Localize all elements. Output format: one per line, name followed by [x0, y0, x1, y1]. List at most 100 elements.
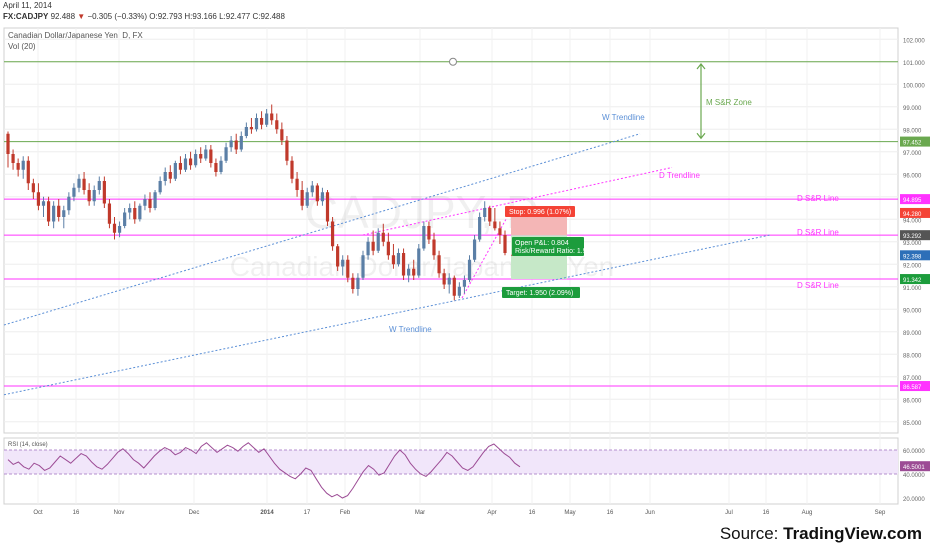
risk-reward-label: Risk/Reward Ratio: 1.96: [515, 248, 591, 255]
source-prefix: Source:: [719, 524, 784, 543]
rsi-tick-label: 40.0000: [903, 473, 925, 479]
candle-body: [21, 160, 25, 170]
target-box-label: Target: 1.950 (2.09%): [506, 290, 573, 297]
symbol-label: FX:CADJPY: [3, 12, 49, 21]
price-tick-label: 96.000: [903, 173, 922, 179]
candle-body: [229, 140, 233, 148]
candle-body: [224, 147, 228, 161]
candle-body: [153, 192, 157, 208]
candle-body: [163, 172, 167, 181]
candle-body: [16, 163, 20, 170]
rsi-current-label: 46.5001: [903, 465, 925, 471]
candle-body: [483, 208, 487, 217]
candle-body: [361, 255, 365, 278]
price-scale-badge: [900, 207, 930, 218]
time-tick-label: Oct: [33, 510, 43, 516]
source-brand: TradingView.com: [783, 524, 922, 543]
candle-body: [320, 192, 325, 202]
time-tick-label: Nov: [114, 510, 125, 516]
candle-body: [265, 113, 269, 125]
candle-body: [376, 232, 380, 251]
candle-body: [62, 210, 66, 217]
chart-annotation: M S&R Zone: [706, 98, 752, 107]
candle-body: [427, 226, 431, 240]
candle-body: [46, 201, 51, 222]
last-price: 92.488: [50, 12, 76, 21]
candle-body: [26, 160, 30, 184]
candle-body: [325, 192, 330, 222]
candle-body: [356, 277, 360, 289]
candle-body: [72, 187, 76, 197]
candle-body: [275, 120, 279, 130]
pnl-label: Open P&L: 0.804: [515, 240, 569, 247]
stop-zone: [511, 212, 567, 236]
candle-body: [407, 268, 411, 276]
candle-body: [234, 140, 238, 150]
time-tick-label: Aug: [802, 510, 813, 516]
target-box: [502, 287, 580, 298]
price-pane-frame: [3, 27, 899, 434]
time-tick-label: 16: [607, 510, 614, 516]
rsi-tick-label: 20.0000: [903, 497, 925, 503]
time-tick-label: 17: [304, 510, 311, 516]
rsi-current-badge: [900, 461, 930, 472]
candle-body: [386, 241, 390, 256]
candle-body: [493, 221, 497, 229]
chart-annotation: D S&R Line: [797, 228, 839, 237]
price-scale-label: 86.587: [903, 385, 922, 391]
candle-body: [330, 221, 335, 247]
candle-body: [133, 208, 137, 220]
candle-body: [270, 113, 274, 121]
candle-body: [11, 154, 15, 163]
price-tick-label: 86.000: [903, 398, 922, 404]
candle-body: [188, 158, 193, 166]
price-tick-label: 92.000: [903, 263, 922, 269]
price-scale-badge: [900, 136, 930, 147]
candle-body: [173, 163, 177, 179]
time-tick-label: Dec: [189, 510, 200, 516]
price-scale-label: 94.895: [903, 198, 922, 204]
source-credit: Source: TradingView.com: [720, 524, 922, 544]
candle-body: [143, 199, 147, 206]
rsi-line: [7, 442, 521, 499]
candle-body: [259, 118, 264, 125]
time-tick-label: Mar: [415, 510, 425, 516]
price-scale-label: 93.292: [903, 234, 922, 240]
candle-body: [452, 277, 456, 296]
price-scale-badge: [900, 250, 930, 261]
chart-annotation: D Trendline: [659, 171, 700, 180]
time-tick-label: Sep: [875, 510, 886, 516]
candle-body: [82, 178, 86, 190]
price-tick-label: 87.000: [903, 376, 922, 382]
price-tick-label: 100.000: [903, 83, 925, 89]
chart-annotation: D S&R Line: [797, 194, 839, 203]
candle-body: [422, 226, 426, 249]
candle-body: [371, 241, 375, 251]
candle-body: [315, 185, 319, 202]
candle-body: [249, 127, 254, 130]
quote-stats: −0.305 (−0.33%) O:92.793 H:93.166 L:92.4…: [87, 12, 285, 21]
candle-body: [57, 205, 61, 217]
candle-body: [219, 160, 223, 172]
candle-body: [204, 149, 208, 159]
date-label: April 11, 2014: [3, 1, 52, 10]
price-tick-label: 93.000: [903, 241, 922, 247]
candle-body: [123, 212, 127, 226]
price-chart[interactable]: 102.000 101.000 100.000 99.000 98.000 97.000 9…: [0, 0, 932, 520]
candle-body: [36, 192, 41, 206]
candle-body: [168, 172, 172, 179]
time-tick-label: 16: [763, 510, 770, 516]
candle-body: [503, 235, 507, 253]
candle-body: [92, 190, 96, 202]
candle-body: [97, 181, 101, 190]
pnl-box: [512, 237, 584, 256]
candle-body: [31, 183, 35, 193]
candle-body: [341, 259, 345, 267]
candle-body: [112, 223, 117, 233]
time-tick-label: Feb: [340, 510, 351, 516]
candle-body: [295, 178, 299, 190]
candle-body: [396, 253, 401, 265]
candle-body: [6, 133, 10, 154]
price-scale-badge: [900, 230, 930, 241]
candle-body: [412, 268, 416, 276]
